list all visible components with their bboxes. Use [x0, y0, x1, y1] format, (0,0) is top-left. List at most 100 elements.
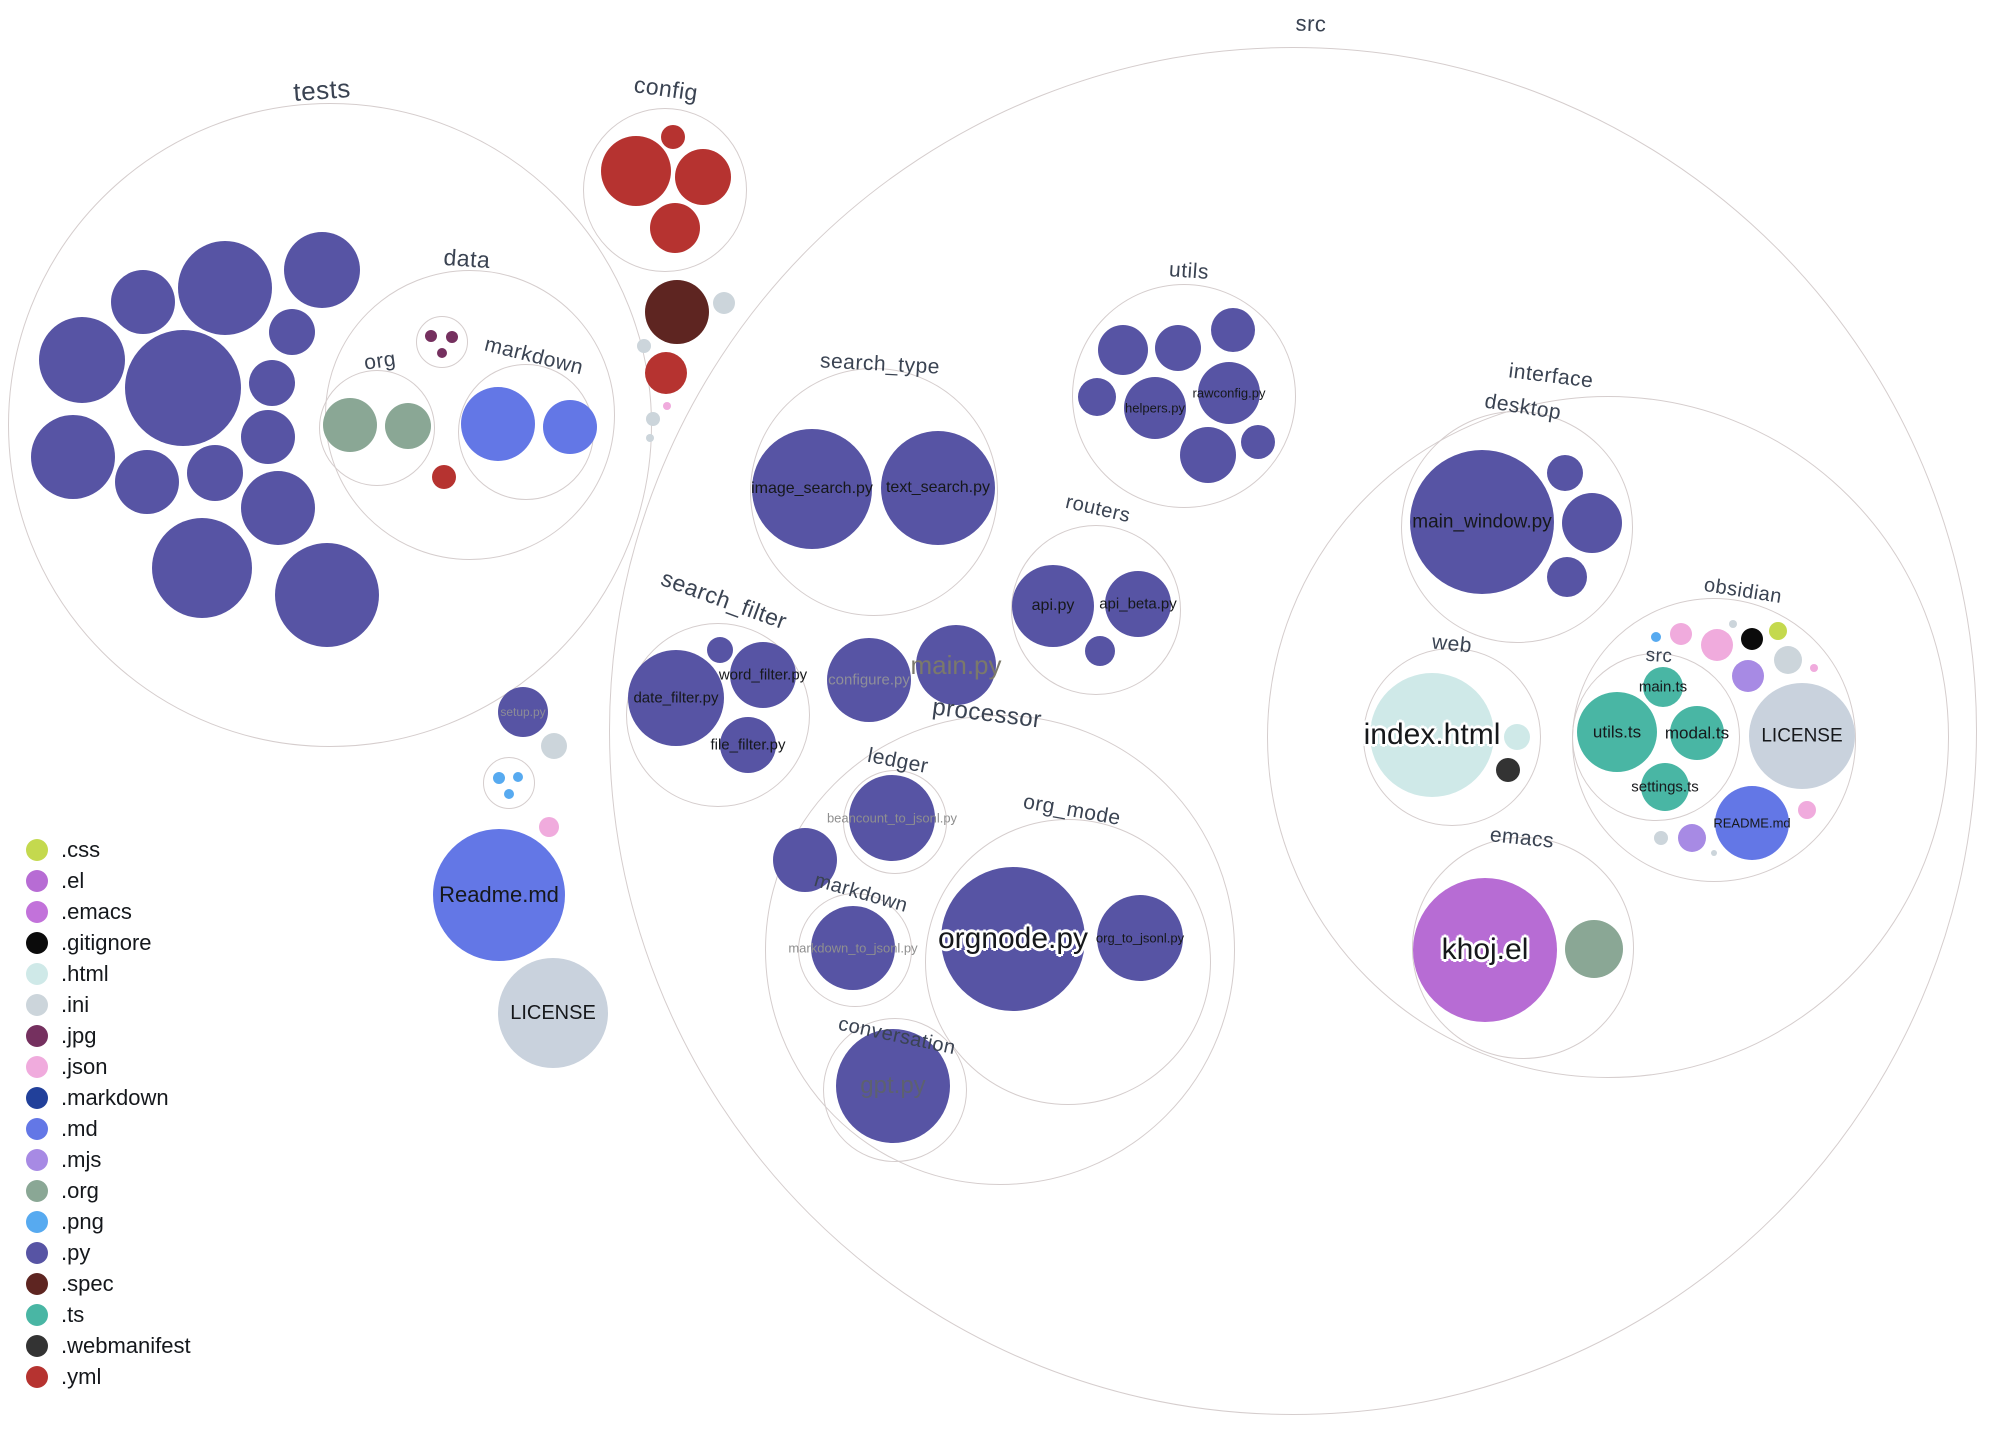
file-circle-py-2 [284, 232, 360, 308]
file-label-image-search-py: image_search.py [751, 480, 873, 497]
file-circle-api-py [1012, 565, 1094, 647]
legend-dot-ts [26, 1303, 48, 1326]
folder-circle-processor [765, 715, 1235, 1185]
legend-item-el: .el [26, 865, 191, 896]
legend-item-emacs: .emacs [26, 896, 191, 927]
file-circle-ini-32 [646, 434, 654, 442]
file-circle-py-55 [1180, 427, 1236, 483]
file-label-markdown-to-jsonl-py: markdown_to_jsonl.py [788, 940, 918, 956]
file-circle-khoj-el [1413, 878, 1557, 1022]
file-circle-spec-26 [645, 280, 709, 344]
file-label-readme-md-root: Readme.md [439, 882, 559, 907]
folder-circle-utils [1072, 284, 1296, 508]
legend-item-mjs: .mjs [26, 1144, 191, 1175]
file-circle-readme-md-obsidian [1715, 786, 1789, 860]
file-circle-py-56 [1241, 425, 1275, 459]
legend-dot-md [26, 1117, 48, 1140]
folder-circle-search-type [750, 368, 998, 616]
file-circle-py-9 [115, 450, 179, 514]
folder-circle-markdown-processor [798, 893, 912, 1007]
file-label-main-py: main.py [910, 650, 1002, 680]
file-circle-css-85 [1769, 622, 1787, 640]
legend-item-png: .png [26, 1206, 191, 1237]
file-label-beancount-to-jsonl-py: beancount_to_jsonl.py [826, 810, 958, 826]
folder-circle-search-filter [626, 623, 810, 807]
file-label-license-root: LICENSE [510, 1002, 596, 1024]
file-label-utils-ts: utils.ts [1592, 722, 1642, 742]
legend-item-org: .org [26, 1175, 191, 1206]
file-circle-gitignore-84 [1741, 628, 1763, 650]
folder-label-src: src [1295, 10, 1327, 37]
legend-dot-py [26, 1241, 48, 1264]
file-circle-modal-ts [1670, 706, 1724, 760]
file-circle-py-3 [269, 309, 315, 355]
file-circle-py-59 [1085, 636, 1115, 666]
file-circle-main-window-py [1410, 450, 1554, 594]
legend-dot-el [26, 869, 48, 892]
legend-dot-markdown [26, 1086, 48, 1109]
file-circle-ini-34 [541, 733, 567, 759]
file-circle-py-4 [39, 317, 125, 403]
file-circle-yml-24 [661, 125, 685, 149]
legend-label-markdown: .markdown [61, 1084, 169, 1110]
file-circle-py-8 [241, 410, 295, 464]
file-circle-png-80 [1651, 632, 1661, 642]
file-circle-yml-21 [432, 465, 456, 489]
legend-label-gitignore: .gitignore [61, 929, 152, 955]
legend-label-html: .html [61, 960, 109, 986]
file-circle-webmanifest-72 [1496, 758, 1520, 782]
file-circle-ini-27 [713, 292, 735, 314]
file-circle-gpt-py [836, 1029, 950, 1143]
file-circle-py-61 [773, 828, 837, 892]
legend-label-org: .org [61, 1177, 99, 1203]
file-label-index-html: index.html [1363, 718, 1501, 751]
file-circle-json-82 [1701, 629, 1733, 661]
legend-item-ts: .ts [26, 1299, 191, 1330]
file-label-text-search-py: text_search.py [885, 479, 991, 496]
legend-item-py: .py [26, 1237, 191, 1268]
folder-label-config: config [632, 71, 700, 106]
legend-dot-gitignore [26, 931, 48, 954]
file-label-readme-md-obsidian: README.md [1713, 815, 1791, 831]
file-circle-ini-31 [646, 412, 660, 426]
legend-label-css: .css [61, 836, 101, 862]
file-circle-org-17 [323, 398, 377, 452]
file-circle-file-filter-py [720, 717, 776, 773]
file-circle-py-52 [1078, 378, 1116, 416]
file-circle-py-5 [125, 330, 241, 446]
legend-label-ts: .ts [61, 1301, 85, 1327]
file-circle-html-71 [1504, 724, 1530, 750]
file-circle-py-67 [1547, 455, 1583, 491]
folder-label-data: data [442, 243, 492, 274]
file-circle-py-13 [275, 543, 379, 647]
file-circle-word-filter-py [730, 642, 796, 708]
legend-item-html: .html [26, 958, 191, 989]
file-circle-mjs-88 [1732, 660, 1764, 692]
file-label-api-py: api.py [1031, 597, 1075, 614]
file-circle-readme-md-root [433, 829, 565, 961]
legend-dot-yml [26, 1365, 48, 1388]
file-label-date-filter-py: date_filter.py [633, 689, 719, 707]
file-circle-org-to-jsonl-py [1097, 895, 1183, 981]
legend-label-jpg: .jpg [61, 1022, 97, 1048]
file-circle-jpg-14 [425, 330, 437, 342]
file-circle-text-search-py [881, 431, 995, 545]
folder-circle-emacs [1412, 837, 1634, 1059]
file-circle-json-79 [1798, 801, 1816, 819]
legend-item-yml: .yml [26, 1361, 191, 1392]
folder-circle-org [319, 370, 435, 486]
file-circle-yml-25 [650, 203, 700, 253]
file-circle-helpers-py [1124, 377, 1186, 439]
file-circle-mjs-90 [1678, 824, 1706, 852]
legend-item-jpg: .jpg [26, 1020, 191, 1051]
file-circle-ini-86 [1774, 646, 1802, 674]
file-circle-jpg-16 [437, 348, 447, 358]
file-circle-py-51 [1211, 308, 1255, 352]
folder-circle-conversation [823, 1018, 967, 1162]
folder-circle-src-obsidian [1572, 653, 1740, 821]
legend-label-emacs: .emacs [61, 898, 132, 924]
file-circle-json-81 [1670, 623, 1692, 645]
file-circle-py-49 [1098, 325, 1148, 375]
file-circle-py-10 [187, 445, 243, 501]
